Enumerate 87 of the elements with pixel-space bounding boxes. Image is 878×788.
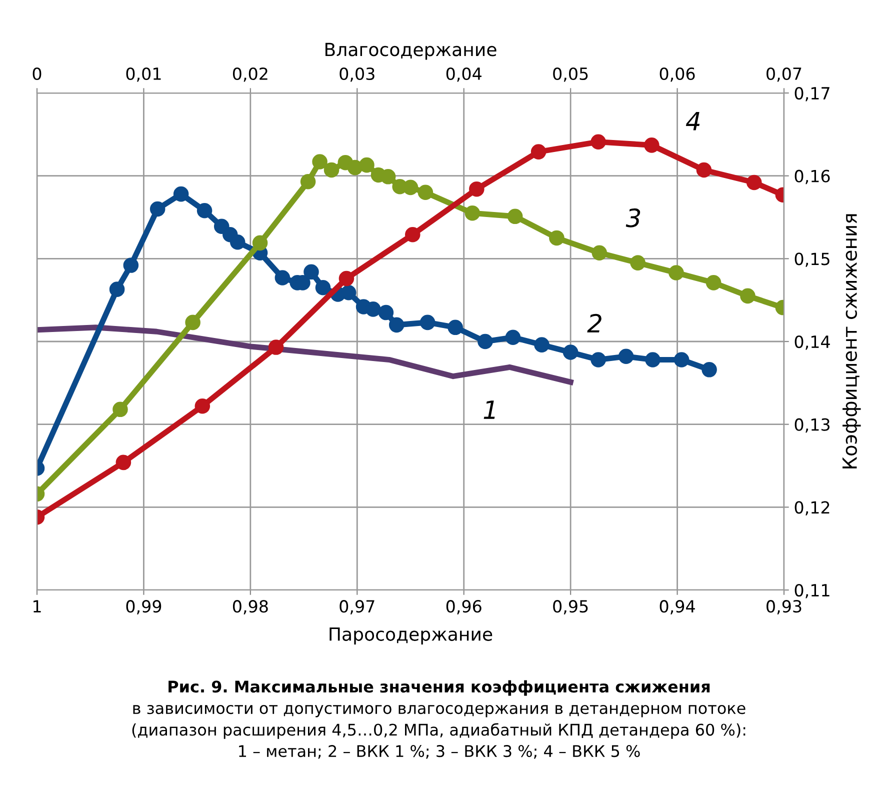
text: (диапазон расширения 4,5…0,2 МПа, адиабатный КПД детандера 60 %):: [132, 723, 746, 739]
point: [706, 275, 722, 290]
series-label: 3: [626, 208, 640, 228]
point: [448, 320, 463, 336]
series-label: 2: [587, 314, 602, 332]
x2-axis-title: Влагосодержание: [326, 42, 496, 60]
point: [507, 208, 523, 224]
point: [194, 398, 210, 414]
point: [530, 144, 546, 160]
point: [359, 157, 374, 173]
point: [618, 348, 634, 364]
point: [696, 162, 712, 178]
y-tick-label: 0,16: [794, 170, 830, 184]
point: [150, 201, 166, 217]
point: [404, 227, 420, 242]
point: [534, 337, 550, 352]
point: [324, 162, 340, 178]
point: [592, 245, 608, 261]
point: [312, 154, 328, 170]
x2-tick-label: 0,06: [660, 67, 695, 82]
x-tick-label: 0,98: [232, 600, 268, 614]
point: [380, 169, 396, 184]
point: [469, 181, 484, 197]
text: 1 – метан; 2 – ВКК 1 %; 3 – ВКК 3 %; 4 – ВКК 5 %: [239, 745, 640, 759]
point: [123, 258, 139, 273]
series-label: 1: [484, 400, 495, 419]
x2-tick-label: 0,02: [232, 67, 268, 82]
point: [196, 202, 212, 218]
point: [668, 265, 684, 280]
point: [549, 230, 564, 246]
point: [230, 234, 246, 250]
x-tick-label: 0,94: [660, 600, 695, 614]
point: [645, 352, 660, 368]
point: [644, 138, 660, 153]
point: [315, 280, 331, 296]
point: [116, 454, 132, 470]
point: [630, 255, 646, 270]
x2-tick-label: 0,04: [446, 67, 482, 82]
y-tick-label: 0,12: [794, 501, 830, 516]
x2-tick-label: 0,01: [126, 67, 161, 82]
x-tick-label: 0,97: [340, 600, 374, 614]
y-tick-label: 0,13: [794, 418, 830, 433]
point: [702, 362, 717, 378]
x2-tick-label: 0,07: [766, 67, 802, 82]
point: [740, 288, 756, 304]
y-axis-title: Коэффициент сжижения: [842, 214, 861, 468]
x-tick-label: 0,96: [446, 600, 482, 614]
point: [274, 270, 290, 286]
point: [562, 344, 578, 360]
point: [590, 134, 606, 150]
point: [590, 352, 606, 368]
point: [304, 264, 319, 280]
point: [478, 334, 493, 350]
y-tick-label: 0,11: [794, 584, 830, 598]
point: [173, 186, 189, 202]
point: [674, 352, 690, 368]
point: [109, 282, 125, 297]
x-tick-label: 0,93: [766, 600, 802, 614]
point: [340, 284, 356, 300]
x-tick-label: 0,95: [553, 600, 588, 614]
point: [185, 314, 200, 330]
x2-tick-label: 0: [32, 67, 42, 80]
point: [402, 180, 418, 196]
y-tick-label: 0,15: [794, 252, 830, 267]
series-label: 4: [686, 112, 700, 130]
x2-tick-label: 0,03: [340, 67, 374, 82]
point: [464, 205, 480, 221]
text: Рис. 9. Максимальные значения коэффициента сжижения: [168, 680, 710, 696]
point: [746, 174, 762, 190]
x-tick-label: 1: [34, 600, 41, 612]
point: [112, 402, 128, 418]
point: [366, 302, 381, 317]
point: [420, 314, 436, 330]
x-axis-title: Паросодержание: [330, 628, 492, 644]
point: [378, 304, 394, 320]
point: [338, 270, 354, 286]
x-tick-label: 0,99: [126, 600, 162, 614]
point: [418, 184, 434, 200]
x2-tick-label: 0,05: [553, 67, 588, 82]
y-tick-label: 0,17: [794, 86, 830, 102]
point: [388, 317, 404, 333]
y-tick-label: 0,14: [794, 335, 830, 350]
point: [505, 330, 521, 345]
point: [300, 174, 316, 190]
point: [268, 340, 284, 355]
text: в зависимости от допустимого влагосодержания в детандерном потоке: [133, 704, 746, 718]
point: [252, 235, 268, 251]
